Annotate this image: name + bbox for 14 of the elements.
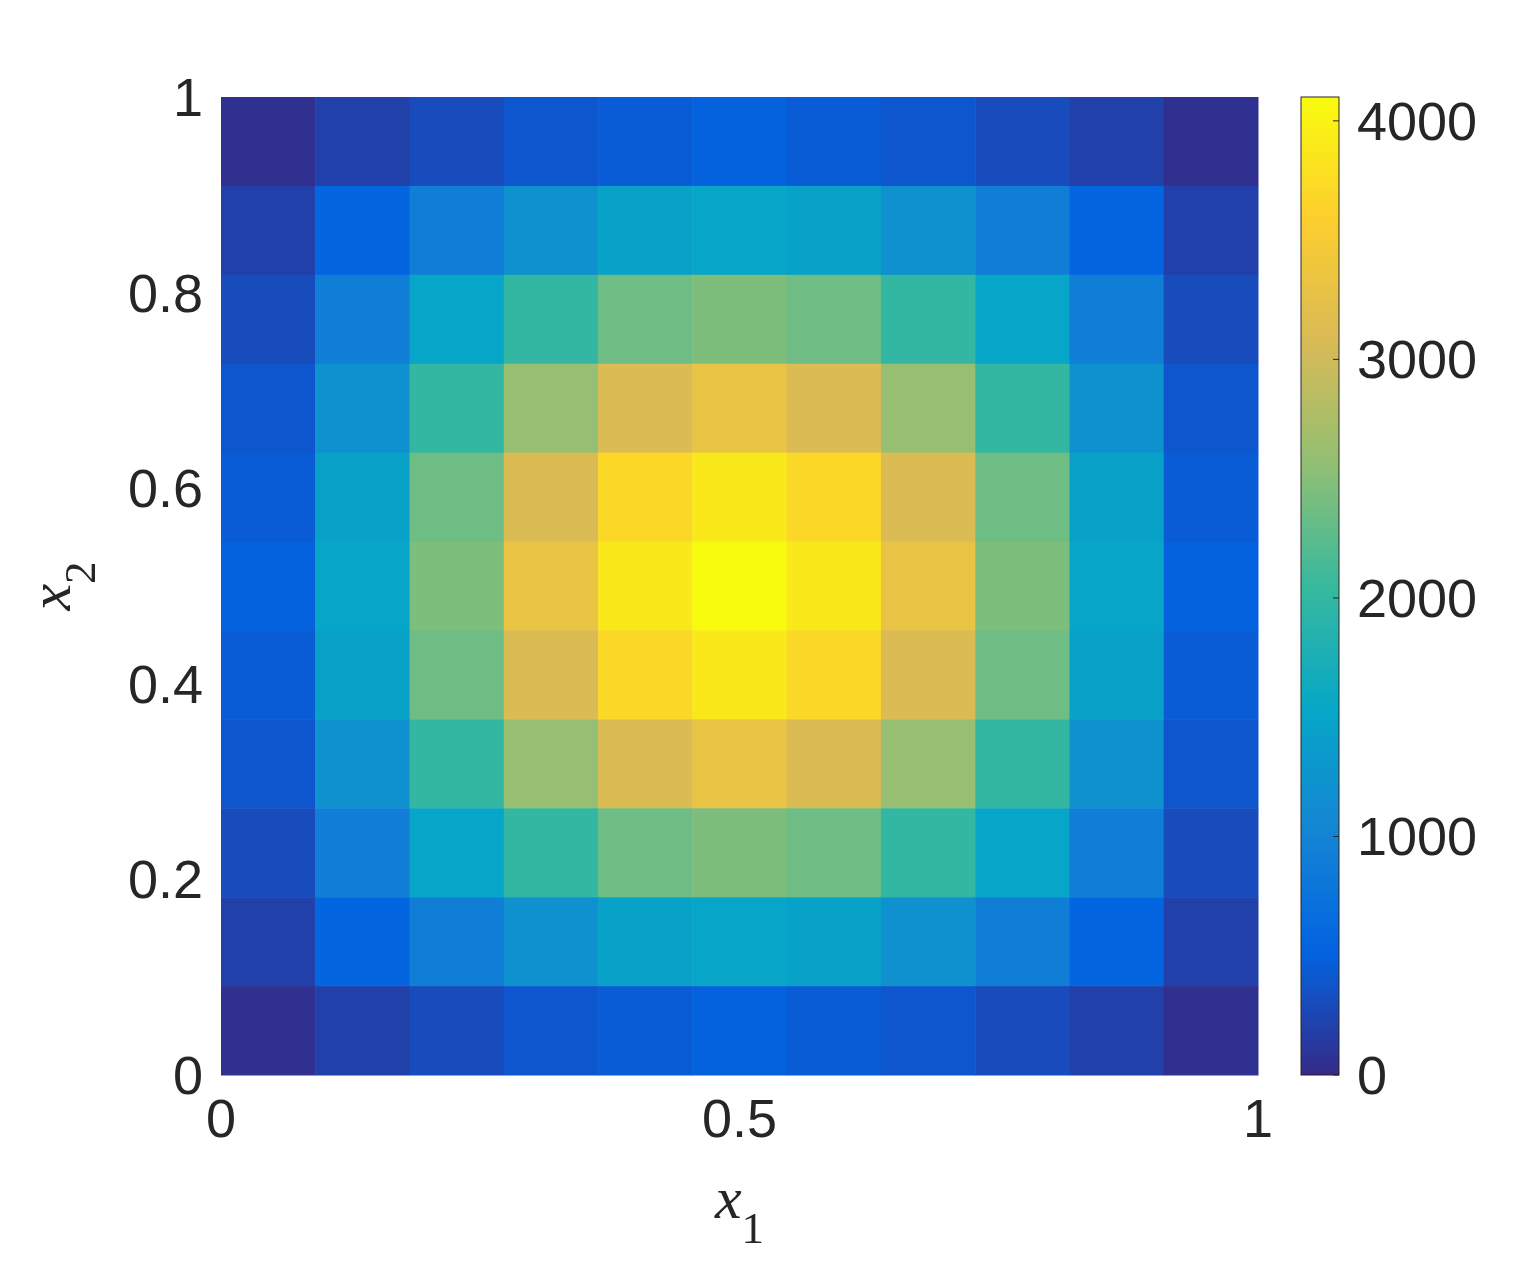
x-tick-label: 1 (1242, 1088, 1274, 1148)
color-bar-label: 0 (1357, 1045, 1388, 1105)
y-tick-label: 0.8 (127, 262, 203, 323)
x-axis-title: x$_{1}$ (713, 1165, 765, 1253)
color-bar-label: 4000 (1357, 90, 1478, 151)
color-bar-label: 3000 (1357, 329, 1478, 390)
color-bar-label: 2000 (1357, 567, 1478, 628)
y-tick-label: 1 (172, 67, 203, 127)
y-tick-label: 0.6 (127, 458, 203, 519)
color-bar-label: 1000 (1357, 806, 1478, 867)
x-tick-label: 0.5 (701, 1088, 778, 1148)
y-tick-label: 0.4 (127, 653, 203, 714)
y-tick-label: 0 (172, 1045, 203, 1105)
y-tick-label: 0.2 (127, 849, 203, 910)
